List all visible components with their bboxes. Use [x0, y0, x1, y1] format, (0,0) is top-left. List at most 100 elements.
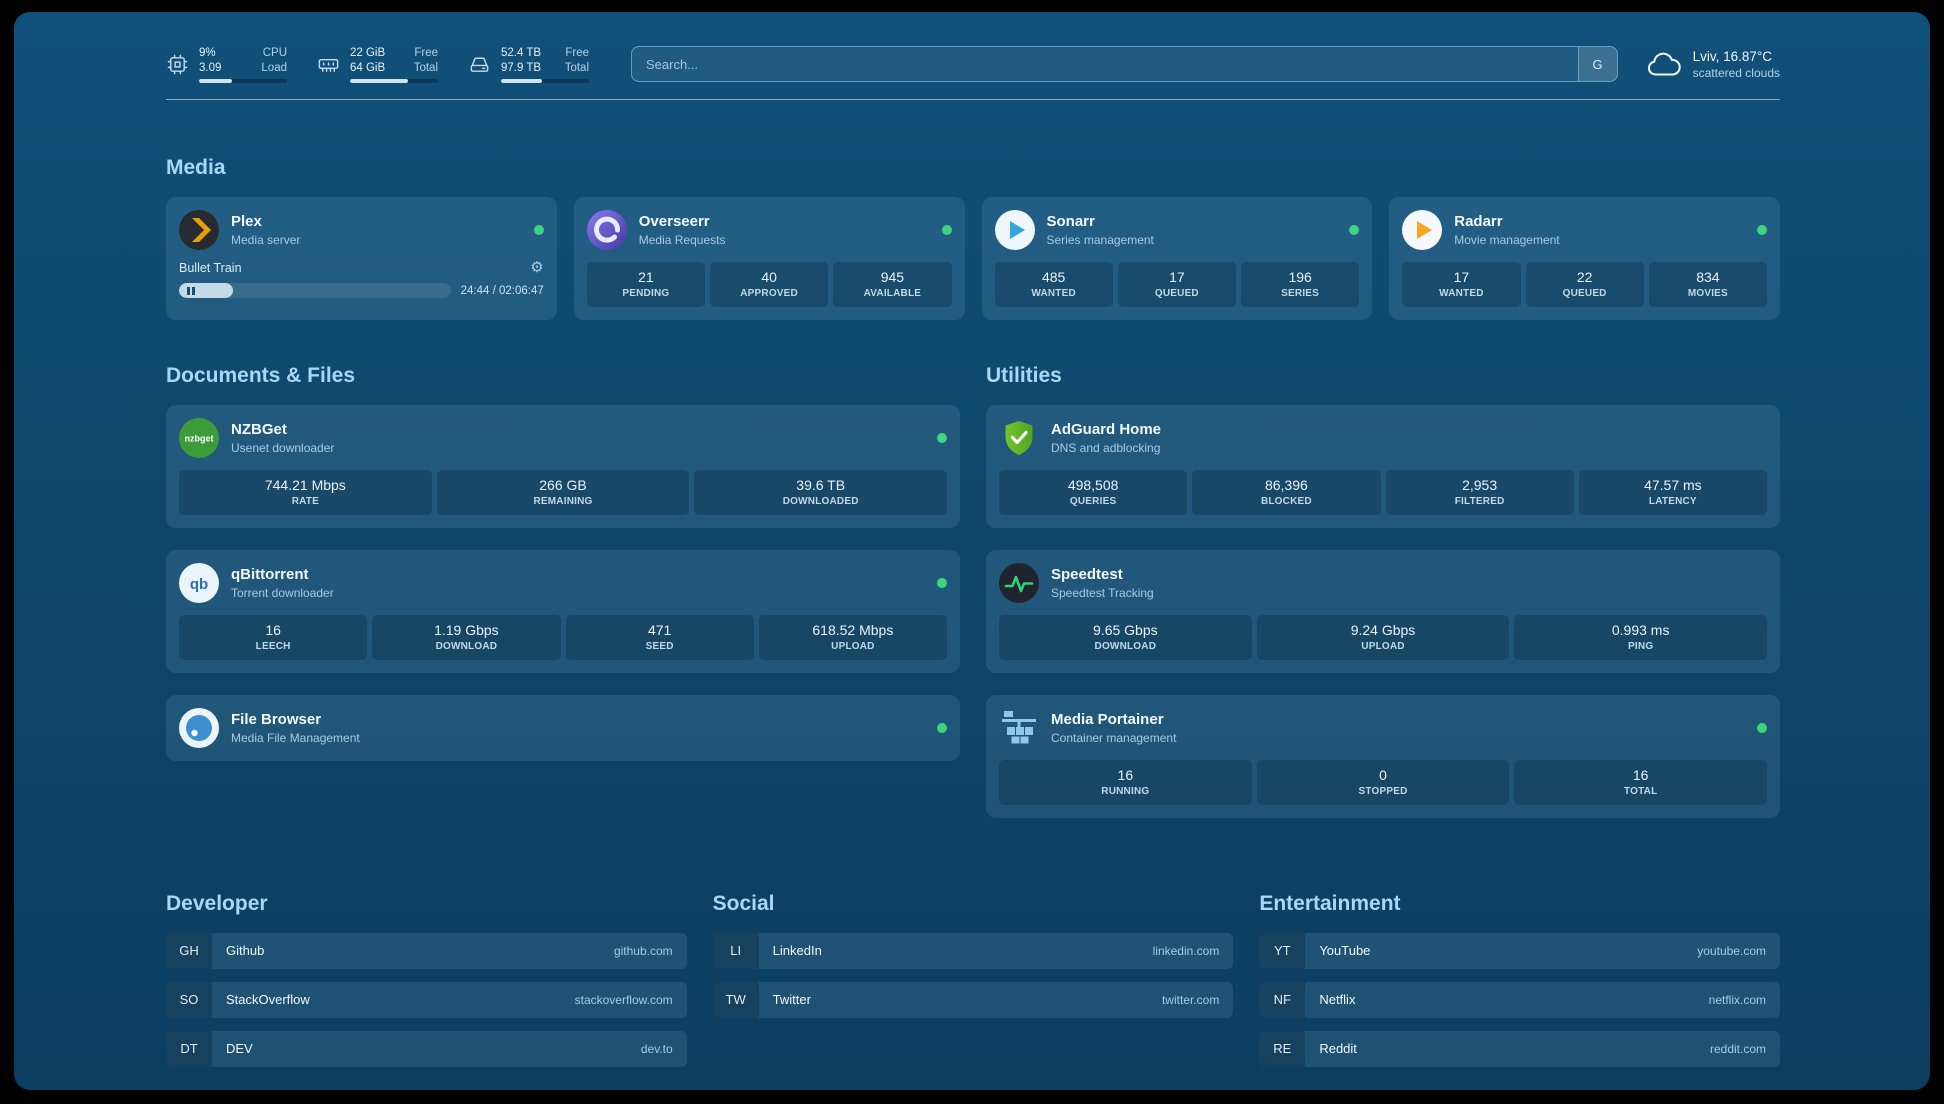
memory-total: 64 GiB [350, 61, 386, 74]
service-card-qbittorrent[interactable]: qb qBittorrent Torrent downloader 16 LEEC… [166, 550, 960, 674]
service-card-adguard[interactable]: AdGuard Home DNS and adblocking 498,508 Q… [986, 405, 1780, 529]
bookmark-youtube[interactable]: YT YouTube youtube.com [1259, 932, 1780, 969]
service-name: Media Portainer [1051, 711, 1164, 729]
stat-label: LEECH [255, 641, 291, 653]
entertainment-list: YT YouTube youtube.com NF Netflix netfli… [1259, 932, 1780, 1067]
bookmark-group-developer: Developer GH Github github.com SO StackO… [166, 874, 687, 1067]
weather-widget: Lviv, 16.87°C scattered clouds [1646, 49, 1780, 80]
disk-icon [468, 53, 491, 76]
section-title-utilities: Utilities [986, 363, 1062, 387]
bookmark-domain: netflix.com [1708, 992, 1766, 1007]
portainer-stats: 16 RUNNING 0 STOPPED 16 TOTAL [999, 760, 1768, 806]
section-title-documents: Documents & Files [166, 363, 356, 387]
pause-icon[interactable] [187, 286, 195, 295]
stat-label: DOWNLOADED [782, 496, 859, 508]
stat-label: SERIES [1281, 288, 1320, 300]
bookmark-stackoverflow[interactable]: SO StackOverflow stackoverflow.com [166, 981, 687, 1018]
memory-widget: 22 GiB Free 64 GiB Total [317, 46, 438, 83]
service-card-speedtest[interactable]: Speedtest Speedtest Tracking 9.65 Gbps DO… [986, 550, 1780, 674]
bookmark-reddit[interactable]: RE Reddit reddit.com [1259, 1030, 1780, 1067]
nzbget-icon: nzbget [179, 418, 219, 459]
header-divider [166, 98, 1780, 100]
cpu-icon [166, 53, 189, 76]
bookmark-abbr: LI [712, 932, 759, 969]
bookmark-group-social: Social LI LinkedIn linkedin.com TW Twitt… [712, 874, 1234, 1018]
stat-available: 945 AVAILABLE [833, 262, 952, 308]
search-input[interactable] [631, 46, 1618, 83]
bookmark-domain: github.com [613, 943, 673, 958]
stat-label: FILTERED [1454, 496, 1505, 508]
radarr-meta: Radarr Movie management [1454, 213, 1559, 247]
status-dot [937, 578, 947, 589]
stat-label: LATENCY [1648, 496, 1697, 508]
service-card-portainer[interactable]: Media Portainer Container management 16 R… [986, 695, 1780, 819]
stat-value: 21 [638, 269, 654, 286]
cpu-progress-bar [199, 78, 287, 83]
cpu-stats: 9% CPU 3.09 Load [199, 46, 287, 83]
bookmark-netflix[interactable]: NF Netflix netflix.com [1259, 981, 1780, 1018]
stat-latency: 47.57 ms LATENCY [1578, 470, 1767, 516]
bookmark-linkedin[interactable]: LI LinkedIn linkedin.com [712, 932, 1234, 969]
section-title-developer: Developer [166, 891, 268, 915]
status-dot [937, 433, 947, 444]
search-provider-button[interactable]: G [1577, 47, 1617, 82]
service-card-nzbget[interactable]: nzbget NZBGet Usenet downloader 744.21 M… [166, 405, 960, 529]
stat-downloaded: 39.6 TB DOWNLOADED [694, 470, 948, 516]
stat-label: MOVIES [1687, 288, 1728, 300]
cpu-label-top: CPU [262, 47, 287, 59]
svg-text:nzbget: nzbget [185, 434, 214, 444]
disk-stats: 52.4 TB Free 97.9 TB Total [501, 46, 589, 83]
radarr-header: Radarr Movie management [1402, 210, 1767, 251]
bookmark-domain: youtube.com [1697, 943, 1766, 958]
section-documents: Documents & Files nzbget NZBGet Usenet d… [166, 346, 960, 762]
overseerr-header: Overseerr Media Requests [586, 210, 952, 251]
bookmark-twitter[interactable]: TW Twitter twitter.com [712, 981, 1234, 1018]
overseerr-stats: 21 PENDING 40 APPROVED 945 AVAILABLE [586, 262, 952, 308]
search-bar: G [631, 46, 1618, 83]
stat-rate: 744.21 Mbps RATE [179, 470, 432, 516]
stat-value: 834 [1696, 269, 1720, 286]
memory-progress-fill [350, 78, 409, 83]
bookmark-abbr: DT [166, 1030, 212, 1067]
playback-progress-bar[interactable] [179, 283, 451, 299]
bookmark-github[interactable]: GH Github github.com [166, 932, 687, 969]
stat-value: 22 [1576, 269, 1593, 286]
stat-filtered: 2,953 FILTERED [1385, 470, 1574, 516]
disk-widget: 52.4 TB Free 97.9 TB Total [468, 46, 589, 83]
qbittorrent-header: qb qBittorrent Torrent downloader [179, 563, 947, 604]
stat-value: 0.993 ms [1611, 622, 1670, 639]
stat-label: WANTED [1439, 288, 1484, 300]
stat-label: DOWNLOAD [435, 641, 498, 653]
bookmark-dev[interactable]: DT DEV dev.to [166, 1030, 687, 1067]
sonarr-stats: 485 WANTED 17 QUEUED 196 SERIES [994, 262, 1360, 308]
adguard-icon [999, 418, 1039, 458]
stat-total: 16 TOTAL [1514, 760, 1768, 806]
stat-value: 86,396 [1264, 477, 1308, 494]
radarr-stats: 17 WANTED 22 QUEUED 834 MOVIES [1402, 262, 1767, 308]
service-card-filebrowser[interactable]: File Browser Media File Management [166, 695, 960, 762]
service-subtitle: Speedtest Tracking [1051, 586, 1154, 601]
documents-cards: nzbget NZBGet Usenet downloader 744.21 M… [166, 405, 960, 762]
bookmark-name: StackOverflow [226, 992, 310, 1008]
stat-label: TOTAL [1623, 786, 1658, 798]
bookmark-abbr: GH [166, 932, 212, 969]
stat-value: 39.6 TB [796, 477, 846, 494]
sonarr-header: Sonarr Series management [994, 210, 1360, 251]
service-card-sonarr[interactable]: Sonarr Series management 485 WANTED 17 QUE… [981, 197, 1373, 321]
service-card-overseerr[interactable]: Overseerr Media Requests 21 PENDING 40 APP… [573, 197, 965, 321]
service-name: Radarr [1454, 213, 1503, 231]
status-dot [533, 225, 544, 236]
memory-label-top: Free [414, 47, 438, 59]
stat-value: 16 [1117, 767, 1134, 784]
service-card-plex[interactable]: Plex Media server Bullet Train ⚙ [166, 197, 557, 321]
sonarr-meta: Sonarr Series management [1047, 213, 1154, 247]
bookmark-abbr: SO [166, 981, 212, 1018]
stat-leech: 16 LEECH [179, 615, 368, 661]
stat-stopped: 0 STOPPED [1256, 760, 1510, 806]
nzbget-meta: NZBGet Usenet downloader [231, 421, 334, 455]
gear-icon[interactable]: ⚙ [530, 259, 544, 277]
stat-download: 1.19 Gbps DOWNLOAD [372, 615, 561, 661]
service-card-radarr[interactable]: Radarr Movie management 17 WANTED 22 QUEUE… [1389, 197, 1780, 321]
memory-free: 22 GiB [350, 47, 386, 59]
stat-label: PENDING [622, 288, 670, 300]
